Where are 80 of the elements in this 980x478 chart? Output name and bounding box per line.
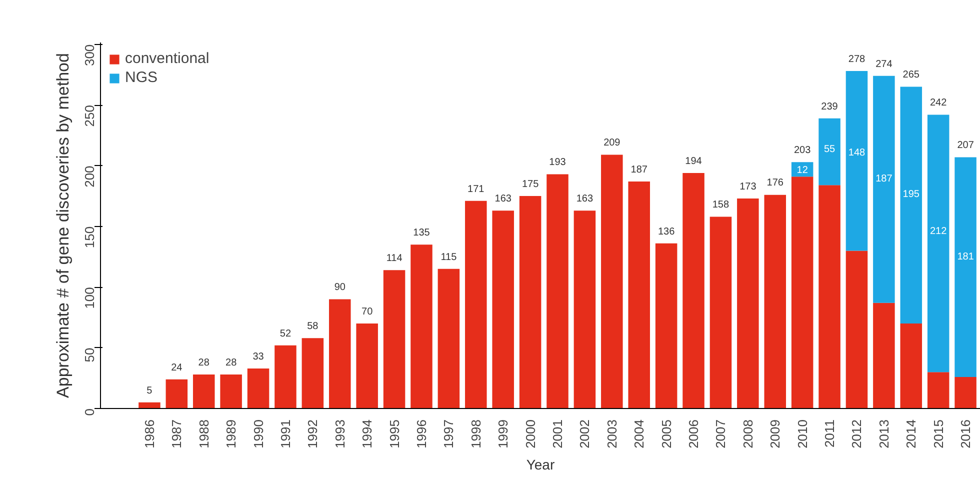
x-axis-title: Year bbox=[526, 456, 555, 472]
total-label: 136 bbox=[658, 226, 676, 238]
total-label: 194 bbox=[685, 156, 702, 167]
total-label: 33 bbox=[252, 351, 264, 362]
x-tick-label: 1996 bbox=[414, 420, 429, 448]
x-tick-label: 2002 bbox=[577, 420, 592, 448]
x-tick-label: 2010 bbox=[794, 420, 810, 448]
x-tick-label: 2006 bbox=[686, 420, 702, 448]
legend-label: conventional bbox=[125, 50, 210, 67]
x-tick-label: 2012 bbox=[849, 420, 864, 448]
data-label: 55 bbox=[824, 144, 836, 155]
total-label: 203 bbox=[794, 144, 812, 156]
x-tick-label: 2009 bbox=[768, 420, 783, 448]
total-label: 58 bbox=[307, 320, 319, 332]
x-tick-label: 2000 bbox=[522, 420, 538, 448]
total-label: 135 bbox=[413, 228, 430, 239]
total-label: 239 bbox=[821, 101, 838, 112]
x-tick-label: 1997 bbox=[441, 420, 456, 448]
total-label: 242 bbox=[930, 98, 948, 109]
total-label: 158 bbox=[712, 200, 730, 211]
total-label: 52 bbox=[280, 328, 292, 340]
total-label: 163 bbox=[494, 194, 512, 205]
total-label: 193 bbox=[549, 157, 566, 168]
total-label: 187 bbox=[630, 164, 648, 176]
total-label: 28 bbox=[198, 357, 210, 368]
total-label: 176 bbox=[766, 178, 784, 189]
total-label: 90 bbox=[334, 282, 346, 294]
x-tick-label: 1993 bbox=[332, 420, 348, 448]
y-tick-label: 100 bbox=[82, 287, 97, 309]
total-label: 115 bbox=[440, 252, 458, 263]
x-tick-label: 1989 bbox=[224, 420, 239, 448]
total-label: 70 bbox=[362, 306, 374, 318]
y-tick-label: 300 bbox=[82, 44, 97, 66]
y-axis-title: Approximate # of gene discoveries by method bbox=[54, 53, 72, 398]
x-tick-label: 2013 bbox=[876, 420, 892, 448]
y-tick-label: 50 bbox=[82, 348, 97, 362]
x-tick-label: 2003 bbox=[604, 420, 620, 448]
x-tick-label: 2015 bbox=[930, 420, 946, 448]
x-tick-label: 1998 bbox=[468, 420, 484, 448]
x-tick-label: 2008 bbox=[740, 420, 756, 448]
data-label: 195 bbox=[902, 188, 920, 200]
x-tick-label: 2011 bbox=[822, 419, 838, 448]
x-tick-label: 1990 bbox=[250, 420, 266, 448]
y-tick-label: 0 bbox=[82, 408, 97, 416]
y-tick-label: 250 bbox=[82, 105, 97, 127]
x-tick-label: 1986 bbox=[142, 420, 157, 448]
x-tick-label: 2004 bbox=[632, 420, 647, 448]
data-label: 212 bbox=[930, 226, 948, 238]
legend-label: NGS bbox=[125, 69, 158, 86]
total-label: 5 bbox=[146, 385, 153, 396]
x-tick-label: 2007 bbox=[713, 420, 728, 448]
x-tick-label: 1999 bbox=[496, 420, 511, 448]
data-label: 181 bbox=[957, 252, 974, 263]
data-label: 12 bbox=[796, 164, 808, 176]
x-tick-label: 1988 bbox=[196, 420, 212, 448]
total-label: 274 bbox=[876, 58, 893, 70]
total-label: 175 bbox=[522, 178, 540, 190]
y-tick-label: 150 bbox=[82, 226, 97, 248]
total-label: 114 bbox=[386, 253, 403, 264]
x-tick-label: 2005 bbox=[658, 420, 674, 448]
x-tick-label: 2014 bbox=[904, 420, 919, 448]
total-label: 265 bbox=[902, 70, 920, 81]
x-tick-label: 1992 bbox=[305, 420, 320, 448]
total-label: 209 bbox=[604, 138, 621, 149]
y-tick-label: 200 bbox=[82, 166, 97, 188]
x-tick-label: 2001 bbox=[550, 420, 565, 448]
x-tick-label: 1991 bbox=[278, 420, 293, 448]
total-label: 171 bbox=[468, 184, 485, 195]
total-label: 173 bbox=[740, 181, 757, 192]
total-label: 28 bbox=[226, 357, 238, 368]
data-label: 187 bbox=[876, 174, 893, 185]
total-label: 163 bbox=[576, 194, 594, 205]
x-tick-label: 1995 bbox=[386, 420, 402, 448]
x-tick-label: 2016 bbox=[958, 420, 974, 448]
total-label: 24 bbox=[171, 362, 183, 374]
data-label: 148 bbox=[848, 147, 866, 158]
total-label: 207 bbox=[957, 140, 974, 152]
x-tick-label: 1994 bbox=[360, 420, 375, 448]
total-label: 278 bbox=[848, 54, 866, 65]
x-tick-label: 1987 bbox=[169, 420, 184, 448]
